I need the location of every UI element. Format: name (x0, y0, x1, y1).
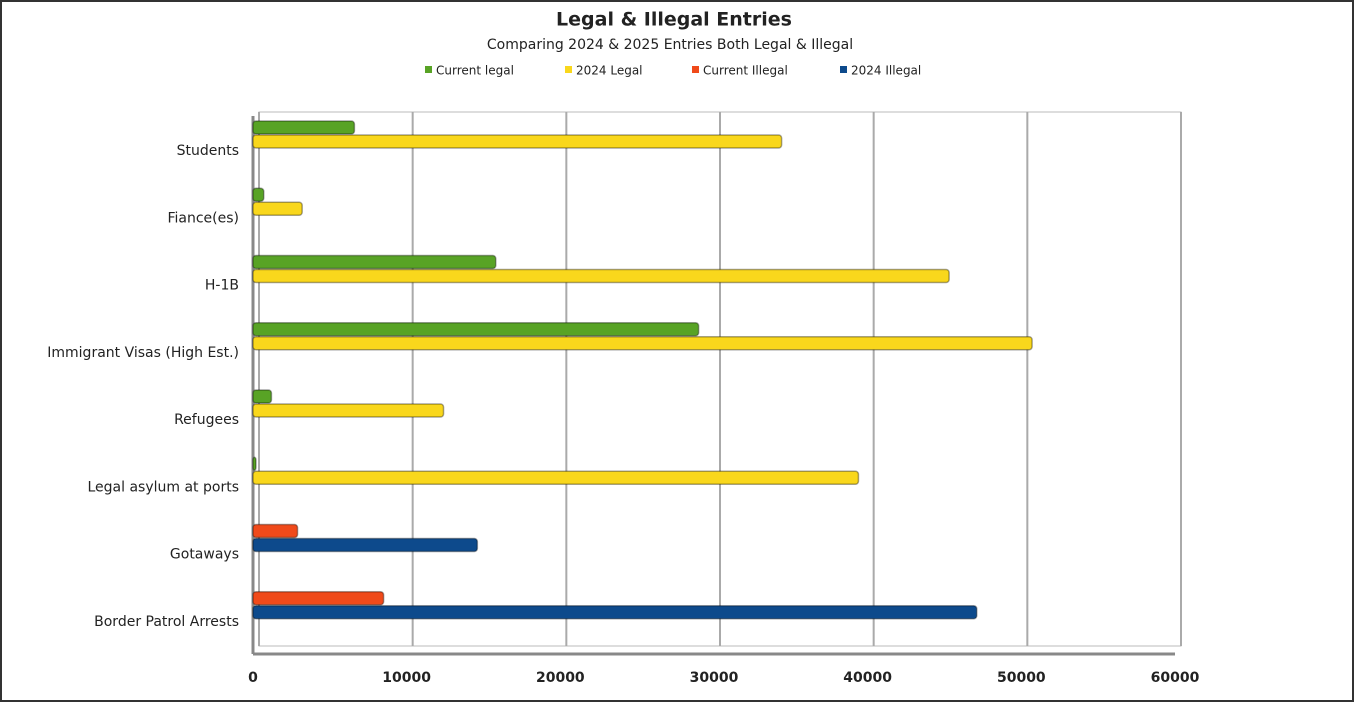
bar (252, 456, 257, 471)
chart-subtitle: Comparing 2024 & 2025 Entries Both Legal… (487, 37, 853, 53)
bar (252, 254, 497, 270)
y-tick-label: Fiance(es) (167, 210, 239, 226)
legend-label: Current legal (436, 64, 514, 78)
bar (252, 336, 1033, 351)
y-tick-label: Students (177, 143, 239, 159)
bar (252, 523, 299, 539)
legend-swatch (425, 66, 432, 73)
bar (252, 605, 978, 620)
bar (252, 134, 783, 149)
y-tick-label: Border Patrol Arrests (94, 614, 239, 630)
x-tick-label: 40000 (843, 670, 892, 686)
chart-title: Legal & Illegal Entries (556, 9, 792, 31)
x-tick-label: 20000 (536, 670, 585, 686)
bar (252, 322, 700, 337)
x-tick-label: 10000 (382, 670, 431, 686)
bar (252, 591, 385, 606)
x-tick-label: 30000 (690, 670, 739, 686)
y-tick-label: Gotaways (170, 547, 239, 563)
x-tick-label: 50000 (997, 670, 1046, 686)
legend-label: 2024 Legal (576, 64, 643, 78)
legend-swatch (840, 66, 847, 73)
legend-swatch (692, 66, 699, 73)
legend-swatch (565, 66, 572, 73)
y-tick-label: Legal asylum at ports (88, 479, 240, 495)
y-tick-label: H-1B (205, 278, 239, 294)
x-tick-label: 60000 (1151, 670, 1200, 686)
bar (252, 537, 479, 553)
bar (252, 268, 950, 284)
legend-label: 2024 Illegal (851, 64, 921, 78)
bar (252, 403, 445, 418)
bar (252, 389, 273, 404)
x-tick-label: 0 (248, 670, 258, 686)
y-tick-label: Immigrant Visas (High Est.) (47, 345, 239, 361)
bar (252, 201, 303, 216)
y-tick-label: Refugees (174, 412, 239, 428)
bar (252, 187, 265, 202)
bar (252, 120, 356, 135)
bar (252, 470, 860, 485)
legend-label: Current Illegal (703, 64, 788, 78)
